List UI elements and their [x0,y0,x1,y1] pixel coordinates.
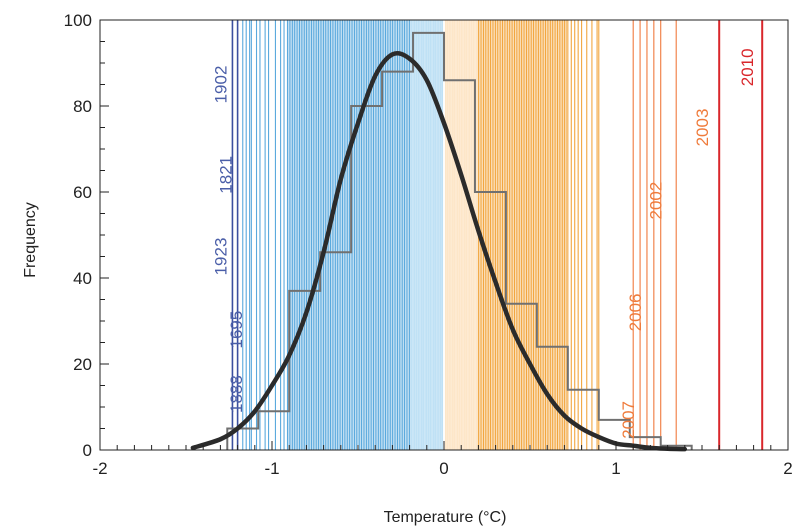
year-label: 1923 [211,238,230,276]
x-tick-label: 2 [783,459,792,478]
y-tick-label: 20 [73,355,92,374]
year-label: 2003 [693,109,712,147]
y-tick-label: 0 [83,441,92,460]
plot-frame [99,19,789,451]
y-tick-label: 40 [73,269,92,288]
year-label: 1821 [217,156,236,194]
y-axis-title: Frequency [22,202,39,278]
x-axis-title: Temperature (°C) [384,509,507,526]
y-tick-label: 80 [73,97,92,116]
year-label: 2010 [738,48,757,86]
year-label: 1695 [227,311,246,349]
x-tick-label: -1 [264,459,279,478]
year-lines-group [231,20,764,450]
y-tick-label: 100 [64,11,92,30]
histogram-group [226,31,693,450]
fit-curve-group [190,51,688,452]
year-label: 2006 [626,293,645,331]
histogram-outline [226,31,693,450]
x-tick-label: -2 [92,459,107,478]
x-tick-label: 0 [439,459,448,478]
year-labels-group: 1902 1821 1923 1695 1888 2007 2006 2002 2003 2010 [211,48,756,438]
year-label: 1902 [211,66,230,104]
year-label: 2007 [619,401,638,439]
y-tick-label: 60 [73,183,92,202]
year-label: 2002 [647,182,666,220]
year-label: 1888 [227,375,246,413]
x-tick-label: 1 [611,459,620,478]
normal-fit-curve [190,51,688,452]
